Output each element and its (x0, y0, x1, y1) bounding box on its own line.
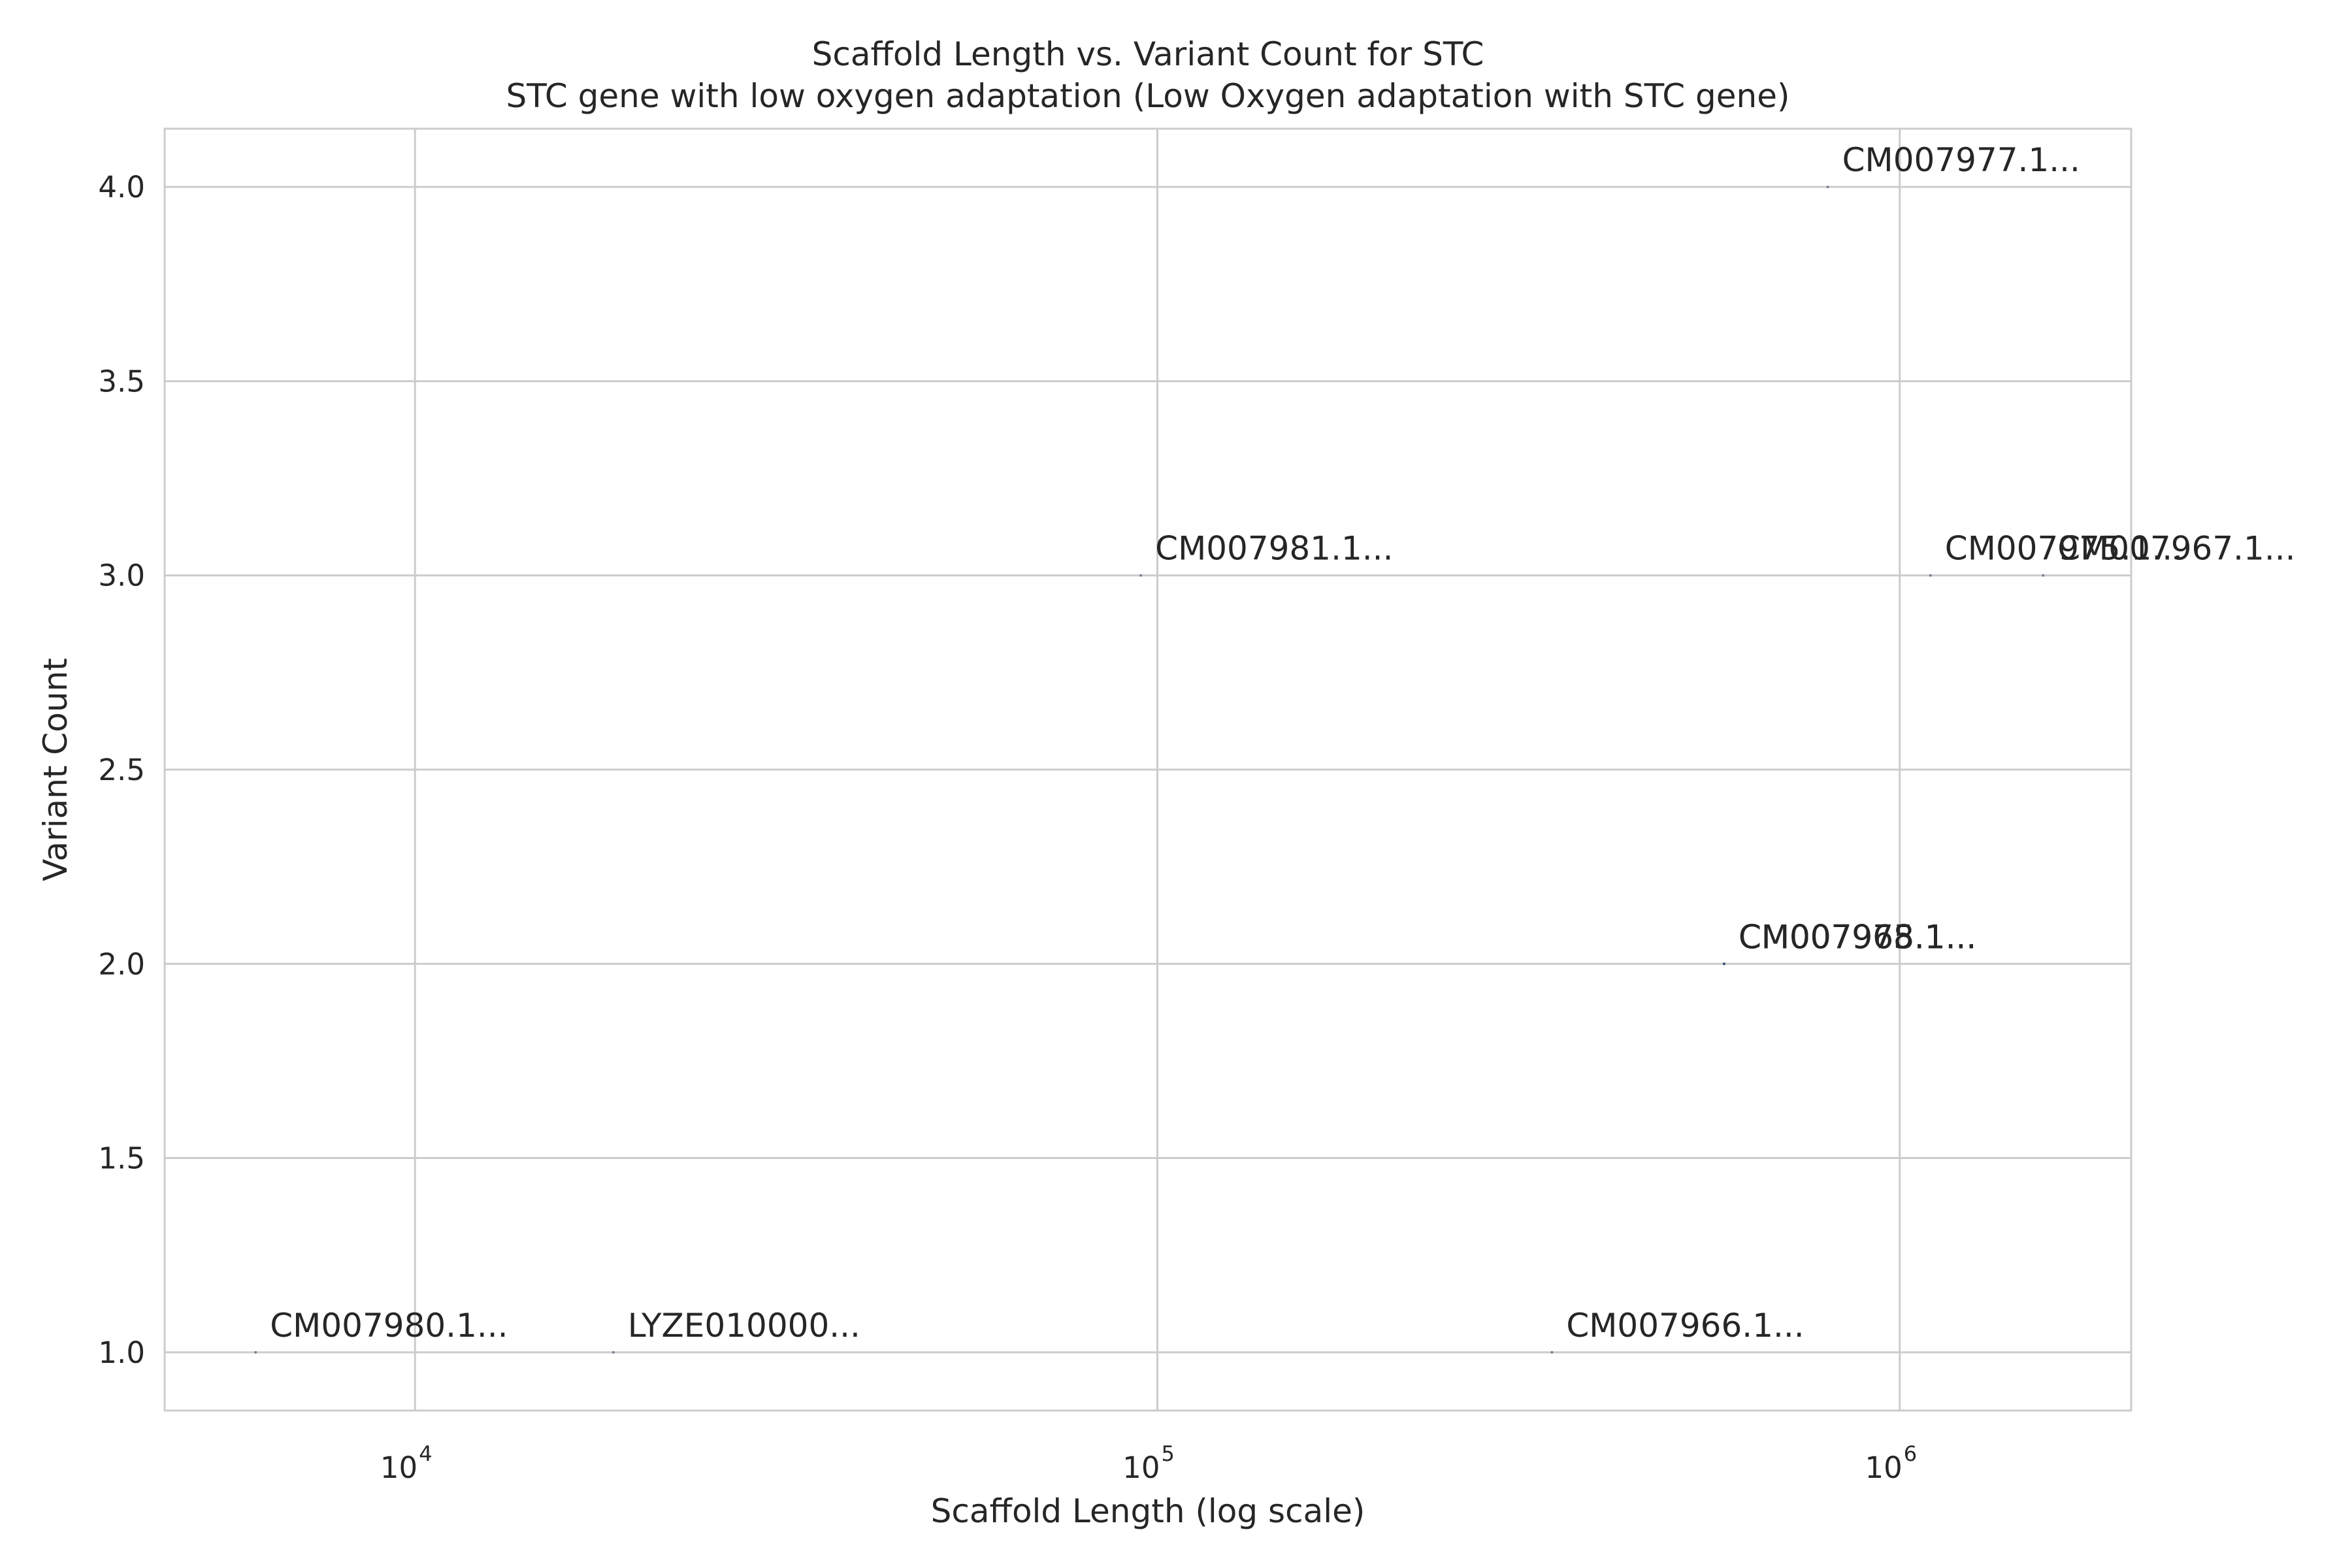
y-tick-label: 2.5 (98, 753, 145, 787)
data-point (1139, 574, 1143, 577)
point-label: CM007975.1... (1945, 530, 2183, 568)
data-point (1929, 574, 1932, 577)
y-axis-label: Variant Count (37, 658, 74, 881)
point-label: CM007977.1... (1842, 141, 2080, 179)
data-points: CM007980.1... LYZE010000... CM007966.1... C… (254, 141, 2296, 1354)
x-tick-label: 10 4 (380, 1441, 433, 1485)
plot-frame (163, 127, 2132, 1412)
y-tick-label: 2.0 (98, 947, 145, 981)
point-label: CM007965.1... (1739, 918, 1976, 956)
point-label: CM007968.1... (1739, 918, 1976, 956)
data-point (612, 1350, 615, 1354)
point-label: CM007980.1... (270, 1307, 508, 1345)
data-point (2042, 574, 2045, 577)
y-tick-label: 3.5 (98, 364, 145, 399)
x-tick-exponent: 5 (1161, 1441, 1174, 1466)
x-tick-label: 10 5 (1122, 1441, 1175, 1485)
y-tick-label: 4.0 (98, 170, 145, 204)
y-tick-label: 1.0 (98, 1335, 145, 1370)
point-label: CM007966.1... (1566, 1307, 1804, 1345)
data-point (254, 1350, 257, 1354)
y-tick-label: 1.5 (98, 1141, 145, 1176)
x-tick-exponent: 4 (419, 1441, 432, 1466)
y-tick-label: 3.0 (98, 559, 145, 593)
point-label: CM007978.1... (1739, 918, 1976, 956)
chart-subtitle: STC gene with low oxygen adaptation (Low… (506, 77, 1790, 115)
point-label: CM007967.1... (2057, 530, 2295, 568)
x-tick-base: 10 (1865, 1450, 1902, 1485)
grid (165, 129, 2131, 1411)
point-label: CM007981.1... (1155, 530, 1393, 568)
axis-ticks: 1.01.52.02.53.03.54.010 4 10 5 10 6 (98, 170, 1917, 1485)
data-point (1722, 962, 1725, 966)
x-tick-base: 10 (1122, 1450, 1160, 1485)
data-point (1826, 186, 1829, 189)
chart-title: Scaffold Length vs. Variant Count for ST… (812, 35, 1484, 73)
data-point (1550, 1350, 1554, 1354)
x-axis-label: Scaffold Length (log scale) (931, 1492, 1365, 1530)
x-tick-base: 10 (380, 1450, 417, 1485)
point-label: LYZE010000... (628, 1307, 860, 1345)
x-tick-label: 10 6 (1865, 1441, 1917, 1485)
x-tick-exponent: 6 (1904, 1441, 1917, 1466)
